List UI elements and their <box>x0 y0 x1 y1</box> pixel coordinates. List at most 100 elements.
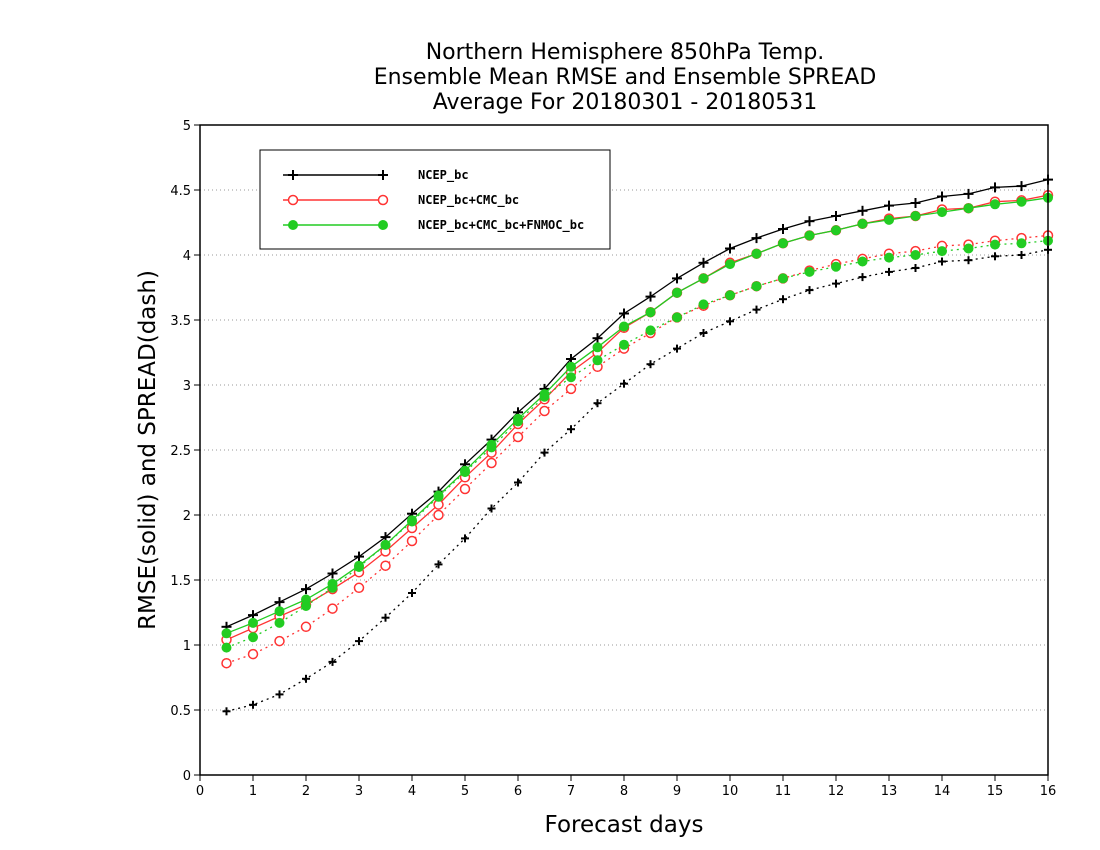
title-line-1: Northern Hemisphere 850hPa Temp. <box>426 40 825 65</box>
legend: NCEP_bc NCEP_bc+CMC_bc NCEP_bc+CMC_bc+FNMO… <box>259 149 611 250</box>
x-tick-label: 4 <box>408 784 416 799</box>
series-3-spread-point <box>619 339 629 350</box>
series-3-rmse-point <box>274 606 285 617</box>
legend-marker <box>378 220 388 230</box>
x-tick-label: 16 <box>1040 784 1057 799</box>
x-tick-label: 11 <box>775 784 792 799</box>
x-tick-label: 9 <box>673 784 681 799</box>
series-3-spread-line <box>226 240 1049 649</box>
series-3-spread-point <box>910 250 921 260</box>
legend-marker <box>377 194 389 206</box>
series-3-spread-point <box>274 617 285 628</box>
series-1 <box>221 174 1053 716</box>
y-tick-label: 4.5 <box>170 184 191 199</box>
series-3-rmse-point <box>619 321 629 332</box>
series-3-rmse-point <box>513 413 523 424</box>
x-axis-label: Forecast days <box>545 812 704 838</box>
x-tick-label: 12 <box>828 784 845 799</box>
x-tick-label: 15 <box>987 784 1004 799</box>
series-2-spread-point <box>486 457 497 469</box>
x-tick-label: 13 <box>881 784 898 799</box>
series-3-rmse-point <box>1016 196 1027 207</box>
series-3-spread-point <box>884 252 894 263</box>
series-3-rmse-point <box>778 238 788 249</box>
series-3-spread-point <box>990 239 1000 250</box>
series-2-spread-point <box>380 560 391 571</box>
series-3-spread-point <box>725 290 735 301</box>
series-3-rmse-point <box>884 214 894 225</box>
series-3-rmse-point <box>221 628 232 639</box>
series-3-rmse-point <box>963 203 974 214</box>
series-3-rmse-point <box>937 207 947 218</box>
y-tick-label: 3 <box>183 379 191 394</box>
series-3-rmse-point <box>645 307 656 318</box>
series-2-spread-point <box>353 582 365 594</box>
y-tick-label: 3.5 <box>170 314 191 329</box>
series-3-spread-point <box>698 299 709 310</box>
y-tick-label: 5 <box>183 119 191 134</box>
series-3-rmse-point <box>672 287 682 298</box>
legend-label: NCEP_bc+CMC_bc <box>418 193 519 208</box>
series-2-spread-point <box>221 657 232 669</box>
series-2-spread-point <box>300 621 312 633</box>
series-3-rmse-point <box>698 273 709 284</box>
y-tick-label: 1 <box>183 639 191 654</box>
series-layer <box>221 174 1054 716</box>
series-3-rmse-point <box>354 560 364 571</box>
series-2-spread-point <box>274 635 285 647</box>
series-3-rmse-point <box>725 259 735 270</box>
series-3-spread-point <box>751 281 762 292</box>
series-3-rmse-point <box>327 578 338 589</box>
legend-label: NCEP_bc+CMC_bc+FNMOC_bc <box>418 218 584 233</box>
series-3-spread-point <box>804 266 815 277</box>
axis-ticks: 00.511.522.533.544.550 1 2 3 4 5 6 7 8 9 10 11 12 13 1… <box>170 119 1056 799</box>
legend-label: NCEP_bc <box>418 168 469 183</box>
x-tick-label: 10 <box>722 784 739 799</box>
series-2-spread-point <box>565 383 577 395</box>
series-2-rmse-line <box>226 194 1049 641</box>
y-tick-label: 0 <box>183 769 191 784</box>
series-2-spread-point <box>327 603 338 614</box>
y-tick-label: 2.5 <box>170 444 191 459</box>
series-3-rmse-line <box>226 197 1049 634</box>
series-3-spread-point <box>592 355 603 366</box>
x-tick-label: 14 <box>934 784 951 799</box>
series-3-rmse-point <box>592 342 603 353</box>
series-2-spread-point <box>247 648 259 660</box>
series-2-spread-point <box>433 509 444 521</box>
series-3-spread-point <box>778 273 788 284</box>
series-1-spread-line <box>226 249 1049 712</box>
y-tick-label: 2 <box>183 509 191 524</box>
series-3-spread-point <box>1016 238 1027 249</box>
series-3-rmse-point <box>301 594 311 605</box>
x-tick-label: 0 <box>196 784 204 799</box>
title-line-2: Ensemble Mean RMSE and Ensemble SPREAD <box>374 65 877 90</box>
series-3 <box>221 192 1053 653</box>
y-tick-label: 4 <box>183 249 191 264</box>
series-2-spread-point <box>512 431 524 443</box>
title-line-3: Average For 20180301 - 20180531 <box>433 90 818 115</box>
series-3-rmse-point <box>566 361 576 372</box>
series-3-rmse-point <box>460 465 470 476</box>
series-3-rmse-point <box>248 617 258 628</box>
series-3-spread-point <box>566 372 576 383</box>
series-3-spread-point <box>831 261 841 272</box>
series-3-rmse-point <box>486 439 497 450</box>
series-3-rmse-point <box>751 248 762 259</box>
chart-title: Northern Hemisphere 850hPa Temp. Ensembl… <box>374 40 877 115</box>
series-3-spread-point <box>857 256 868 267</box>
series-3-spread-point <box>645 325 656 336</box>
legend-marker <box>287 194 299 206</box>
series-3-rmse-point <box>831 225 841 236</box>
x-tick-label: 7 <box>567 784 575 799</box>
series-3-spread-point <box>937 246 947 257</box>
series-3-rmse-point <box>804 230 815 241</box>
x-tick-label: 3 <box>355 784 363 799</box>
series-3-spread-point <box>221 642 232 653</box>
series-2-spread-line <box>226 234 1049 664</box>
x-tick-label: 6 <box>514 784 522 799</box>
series-3-spread-point <box>248 632 258 643</box>
series-3-spread-point <box>672 312 682 323</box>
series-3-rmse-point <box>857 218 868 229</box>
